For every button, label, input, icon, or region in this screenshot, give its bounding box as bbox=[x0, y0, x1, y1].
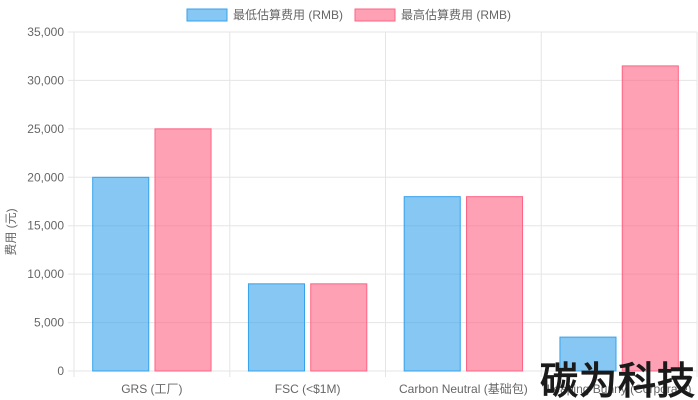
legend-swatch bbox=[354, 8, 396, 22]
watermark-text: 碳为科技 bbox=[540, 359, 696, 400]
x-tick-label: Leaping Bunny (Corporate) bbox=[547, 382, 692, 396]
bar-min-2[interactable] bbox=[403, 196, 461, 372]
legend-label: 最高估算费用 (RMB) bbox=[401, 7, 511, 22]
y-tick-label: 0 bbox=[57, 364, 64, 378]
y-tick-label: 25,000 bbox=[27, 122, 64, 136]
y-tick-label: 15,000 bbox=[27, 219, 64, 233]
bar-max-2[interactable] bbox=[465, 196, 524, 372]
bar-min-0[interactable] bbox=[92, 176, 150, 372]
bar-min-3[interactable] bbox=[559, 336, 617, 372]
legend-label: 最低估算费用 (RMB) bbox=[233, 7, 343, 22]
legend[interactable]: 最低估算费用 (RMB) 最高估算费用 (RMB) bbox=[186, 7, 511, 22]
y-tick-label: 20,000 bbox=[27, 170, 64, 184]
x-tick-label: GRS (工厂) bbox=[121, 382, 182, 396]
y-tick-label: 30,000 bbox=[27, 73, 64, 87]
legend-item[interactable]: 最高估算费用 (RMB) bbox=[354, 7, 511, 22]
bar-max-1[interactable] bbox=[310, 283, 368, 372]
bar-max-3[interactable] bbox=[621, 65, 679, 372]
legend-item[interactable]: 最低估算费用 (RMB) bbox=[186, 7, 343, 22]
y-tick-label: 35,000 bbox=[27, 25, 64, 39]
bar-min-1[interactable] bbox=[247, 283, 306, 372]
y-axis-ticks: 0 5,000 10,000 15,000 20,000 25,000 30,000 35,0… bbox=[27, 25, 64, 378]
bar-max-0[interactable] bbox=[154, 128, 212, 372]
x-axis-ticks: GRS (工厂) FSC (<$1M) Carbon Neutral (基础包) Le… bbox=[121, 382, 691, 396]
legend-swatch bbox=[186, 8, 228, 22]
y-tick-label: 5,000 bbox=[34, 316, 64, 330]
bars bbox=[92, 65, 679, 372]
y-tick-label: 10,000 bbox=[27, 267, 64, 281]
y-axis-title: 费用 (元) bbox=[4, 208, 18, 255]
x-tick-label: Carbon Neutral (基础包) bbox=[399, 382, 528, 396]
x-tick-label: FSC (<$1M) bbox=[275, 382, 341, 396]
